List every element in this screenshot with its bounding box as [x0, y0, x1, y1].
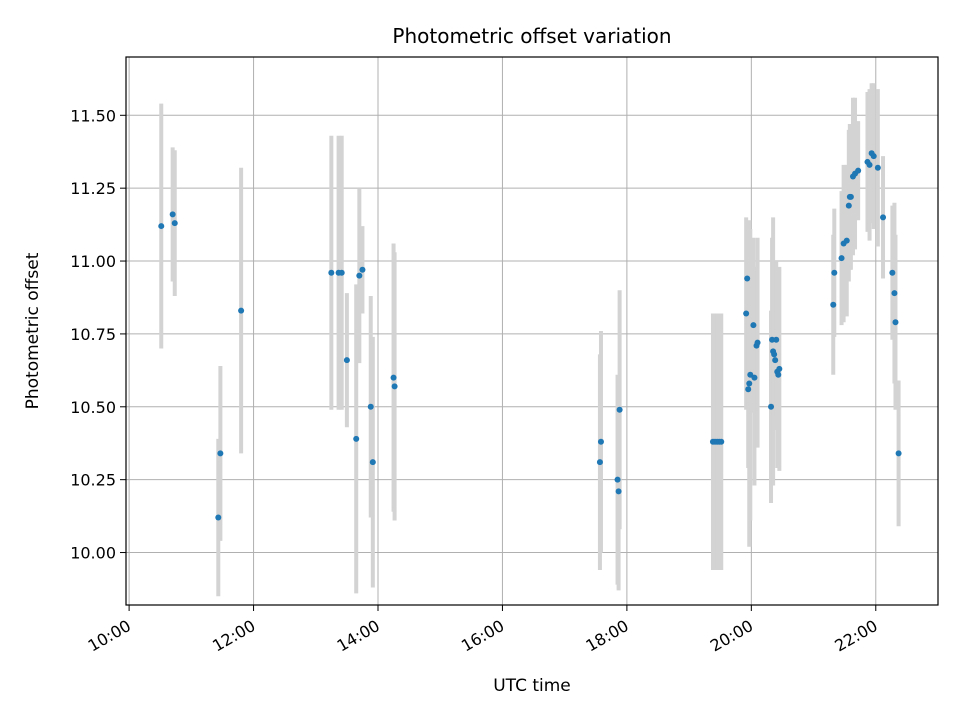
data-point	[615, 488, 622, 495]
data-point	[367, 403, 374, 410]
data-point	[353, 435, 360, 442]
data-point	[238, 307, 245, 314]
data-point	[745, 386, 752, 393]
data-point	[895, 450, 902, 457]
data-point	[746, 380, 753, 387]
data-point	[751, 374, 758, 381]
y-tick-label: 11.00	[70, 252, 116, 271]
y-tick-label: 10.25	[70, 471, 116, 490]
data-point	[391, 383, 398, 390]
data-point	[747, 371, 754, 378]
data-point	[343, 357, 350, 364]
data-point	[369, 459, 376, 466]
plot-frame	[125, 56, 939, 606]
data-point	[614, 476, 621, 483]
data-point	[750, 322, 757, 329]
data-point	[359, 266, 366, 273]
data-point	[171, 220, 178, 227]
data-point	[769, 336, 776, 343]
data-point	[891, 290, 898, 297]
data-point	[776, 365, 783, 372]
data-point	[217, 450, 224, 457]
data-point	[831, 269, 838, 276]
y-tick-label: 11.50	[70, 106, 116, 125]
plot-area	[125, 56, 939, 606]
y-axis: 10.00 10.25 10.50 10.75 11.00 11.25 11.50	[70, 106, 126, 563]
data-point	[597, 438, 604, 445]
data-point	[718, 438, 725, 445]
data-point	[843, 237, 850, 244]
data-point	[889, 269, 896, 276]
y-tick-label: 10.75	[70, 325, 116, 344]
data-points	[158, 150, 902, 521]
data-point	[830, 301, 837, 308]
y-tick-label: 10.00	[70, 544, 116, 563]
x-axis-label: UTC time	[493, 676, 571, 696]
data-point	[855, 167, 862, 174]
data-point	[338, 269, 345, 276]
chart-title: Photometric offset variation	[392, 24, 671, 48]
y-tick-label: 10.50	[70, 398, 116, 417]
data-point	[169, 211, 176, 218]
data-point	[771, 351, 778, 358]
data-point	[390, 374, 397, 381]
data-point	[158, 223, 165, 230]
data-point	[845, 202, 852, 209]
data-point	[773, 336, 780, 343]
data-point	[870, 153, 877, 160]
data-point	[880, 214, 887, 221]
data-point	[616, 406, 623, 413]
data-point	[743, 310, 750, 317]
data-point	[744, 275, 751, 282]
data-point	[847, 193, 854, 200]
data-point	[754, 339, 761, 346]
data-point	[356, 272, 363, 279]
data-point	[772, 357, 779, 364]
y-axis-label: Photometric offset	[23, 252, 43, 409]
data-point	[892, 319, 899, 326]
data-point	[328, 269, 335, 276]
y-tick-label: 11.25	[70, 179, 116, 198]
data-point	[775, 371, 782, 378]
data-point	[596, 459, 603, 466]
data-point	[866, 161, 873, 168]
data-point	[838, 255, 845, 262]
data-point	[874, 164, 881, 171]
data-point	[215, 514, 222, 521]
data-point	[768, 403, 775, 410]
